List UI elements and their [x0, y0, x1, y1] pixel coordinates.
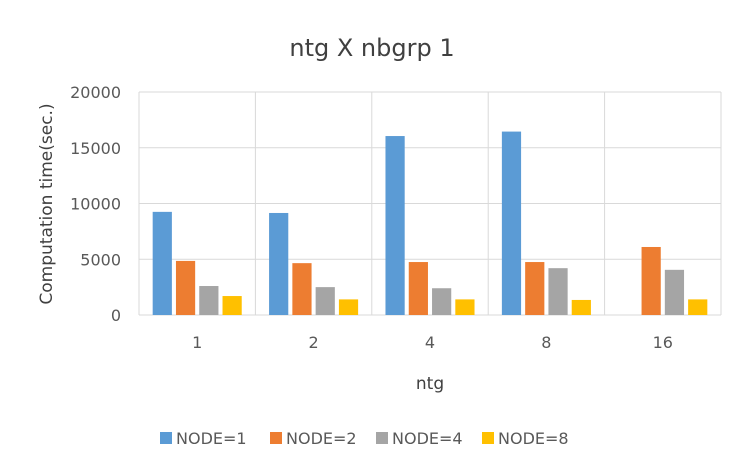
- bars: [152, 131, 708, 315]
- bar-node-2-ntg-8: [525, 262, 545, 315]
- bar-node-8-ntg-8: [571, 299, 591, 315]
- x-axis-label: ntg: [416, 374, 444, 394]
- chart-title: ntg X nbgrp 1: [289, 34, 454, 62]
- bar-node-4-ntg-4: [432, 288, 452, 315]
- bar-node-1-ntg-4: [385, 136, 405, 315]
- bar-node-4-ntg-2: [315, 287, 335, 315]
- bar-node-8-ntg-2: [338, 299, 359, 315]
- legend-item: NODE=1: [160, 429, 247, 448]
- bar-node-2-ntg-16: [641, 246, 661, 315]
- bar-node-4-ntg-8: [548, 268, 568, 315]
- legend-label: NODE=1: [176, 429, 247, 448]
- x-tick-label: 16: [653, 333, 673, 352]
- x-tick-label: 2: [309, 333, 319, 352]
- legend-label: NODE=4: [392, 429, 463, 448]
- y-tick-label: 5000: [80, 250, 121, 269]
- tick-labels: 0 5000 10000 15000 20000 1 2 4 8 16: [70, 83, 673, 352]
- x-tick-label: 1: [192, 333, 202, 352]
- y-tick-label: 0: [111, 306, 121, 325]
- legend-swatch: [160, 432, 172, 444]
- bar-node-1-ntg-1: [152, 211, 172, 315]
- y-tick-label: 20000: [70, 83, 121, 102]
- bar-node-8-ntg-1: [222, 296, 242, 315]
- legend-label: NODE=8: [498, 429, 569, 448]
- legend-item: NODE=8: [482, 429, 569, 448]
- x-tick-label: 8: [541, 333, 551, 352]
- y-tick-label: 15000: [70, 139, 121, 158]
- bar-node-2-ntg-1: [175, 260, 196, 315]
- bar-node-2-ntg-2: [292, 263, 312, 315]
- y-tick-label: 10000: [70, 195, 121, 214]
- y-axis-label: Computation time(sec.): [37, 103, 57, 304]
- bar-node-4-ntg-16: [664, 269, 685, 315]
- bar-node-1-ntg-2: [269, 212, 289, 315]
- bar-node-8-ntg-16: [688, 299, 708, 315]
- bar-node-2-ntg-4: [408, 262, 428, 315]
- legend-swatch: [482, 432, 494, 444]
- bar-node-8-ntg-4: [455, 299, 475, 315]
- legend-swatch: [376, 432, 388, 444]
- gridlines: [138, 91, 722, 316]
- legend-item: NODE=2: [270, 429, 357, 448]
- legend-label: NODE=2: [286, 429, 357, 448]
- legend-item: NODE=4: [376, 429, 463, 448]
- legend-swatch: [270, 432, 282, 444]
- x-tick-label: 4: [425, 333, 435, 352]
- legend: NODE=1 NODE=2 NODE=4 NODE=8: [160, 429, 569, 448]
- bar-node-4-ntg-1: [199, 286, 219, 315]
- bar-node-1-ntg-8: [501, 131, 522, 315]
